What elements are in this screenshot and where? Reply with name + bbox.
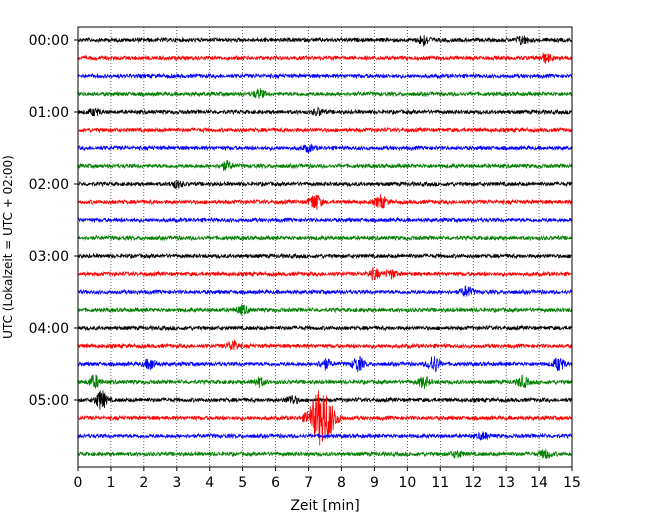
seismic-trace: [77, 355, 573, 374]
x-tick-label: 2: [139, 475, 148, 491]
y-axis: 00:00 01:00 02:00 03:00 04:00 05:00: [29, 33, 78, 409]
seismic-trace: [77, 339, 573, 351]
seismic-trace: [77, 252, 573, 260]
seismic-trace: [77, 159, 573, 172]
seismic-trace: [77, 106, 573, 117]
x-tick-label: 12: [464, 475, 482, 491]
trace-group: [77, 35, 573, 459]
seismic-trace: [77, 285, 573, 297]
seismic-trace: [77, 324, 573, 332]
seismic-trace: [77, 304, 573, 316]
x-tick-label: 0: [74, 475, 83, 491]
seismic-trace: [77, 88, 573, 99]
seismic-trace: [77, 194, 573, 211]
y-tick-label: 05:00: [29, 393, 69, 409]
vertical-grid: [110, 27, 540, 467]
y-tick-label: 00:00: [29, 33, 69, 49]
seismic-trace: [77, 143, 573, 154]
x-tick-label: 10: [398, 475, 416, 491]
plot-frame: [77, 26, 573, 468]
y-tick-label: 01:00: [29, 105, 69, 121]
seismic-trace: [77, 72, 573, 80]
seismic-trace: [77, 431, 573, 441]
x-tick-label: 11: [431, 475, 449, 491]
seismic-trace: [77, 51, 573, 64]
x-tick-label: 4: [205, 475, 214, 491]
x-axis-label: Zeit [min]: [290, 498, 359, 514]
x-tick-label: 1: [106, 475, 115, 491]
x-tick-label: 14: [530, 475, 548, 491]
x-tick-label: 8: [337, 475, 346, 491]
x-tick-label: 15: [563, 475, 581, 491]
y-axis-label: UTC (Lokalzeit = UTC + 02:00): [1, 155, 15, 339]
x-tick-label: 6: [271, 475, 280, 491]
seismic-trace: [77, 448, 573, 459]
seismic-trace: [77, 390, 573, 410]
seismic-trace: [77, 35, 573, 47]
y-tick-label: 03:00: [29, 249, 69, 265]
seismic-trace: [77, 234, 573, 242]
seismic-trace: [77, 390, 573, 446]
seismic-trace: [77, 216, 573, 224]
seismic-trace: [77, 267, 573, 281]
x-tick-label: 5: [238, 475, 247, 491]
x-tick-label: 7: [304, 475, 313, 491]
y-tick-label: 04:00: [29, 321, 69, 337]
seismic-trace: [77, 374, 573, 389]
x-tick-label: 9: [370, 475, 379, 491]
y-tick-label: 02:00: [29, 177, 69, 193]
seismic-trace: [77, 126, 573, 134]
x-tick-label: 3: [172, 475, 181, 491]
x-axis: 0 1 2 3 4 5 6 7 8 9 10 11 12 13 14 15: [74, 467, 581, 491]
seismic-trace: [77, 180, 573, 189]
x-tick-label: 13: [497, 475, 515, 491]
